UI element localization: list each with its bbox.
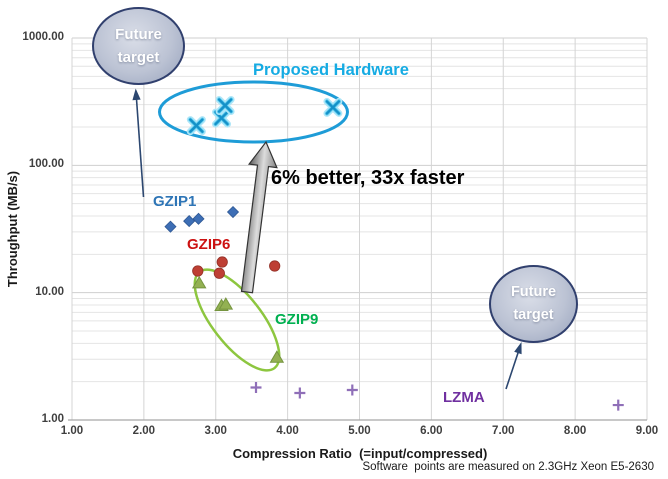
- data-point: [213, 267, 225, 279]
- data-points: [164, 96, 624, 411]
- proposed-hardware-ellipse: [158, 80, 349, 144]
- y-tick-label: 1000.00: [22, 31, 64, 43]
- series-gzip6-points: [192, 256, 281, 279]
- data-point: [250, 381, 262, 393]
- y-axis-title: Throughput (MB/s): [5, 170, 20, 288]
- data-point: [346, 384, 358, 396]
- data-point: [164, 220, 177, 233]
- data-point: [218, 297, 234, 310]
- x-tick-label: 6.00: [420, 425, 443, 437]
- annotation-arrows: [132, 88, 522, 390]
- x-tick-label: 1.00: [60, 425, 84, 437]
- y-tick-label: 1.00: [41, 413, 64, 425]
- data-point: [217, 98, 233, 113]
- x-tick-label: 9.00: [635, 425, 659, 437]
- x-axis-title: Compression Ratio (=input/compressed): [232, 446, 488, 461]
- future-arrow-left: [132, 88, 145, 198]
- series-gzip1-points: [164, 205, 240, 233]
- y-tick-label: 10.00: [35, 285, 64, 298]
- series-gzip9-points: [191, 275, 285, 363]
- bubble-text-line: target: [513, 307, 554, 323]
- data-point: [192, 212, 205, 225]
- series-label-gzip9: GZIP9: [275, 311, 319, 328]
- data-point: [226, 205, 240, 219]
- data-point: [189, 118, 204, 133]
- series-label-proposed-hardware: Proposed Hardware: [253, 61, 409, 79]
- x-tick-label: 3.00: [204, 425, 227, 437]
- future-target-bubble-right: Future target: [489, 265, 578, 343]
- improvement-arrow: [240, 140, 278, 294]
- bubble-text-line: target: [117, 49, 160, 66]
- speedup-annotation: 6% better, 33x faster: [271, 167, 465, 189]
- x-tick-label: 4.00: [276, 425, 299, 437]
- series-lzma-points: [250, 381, 624, 411]
- gridlines: [68, 37, 648, 421]
- footnote: Software points are measured on 2.3GHz X…: [362, 461, 654, 473]
- bubble-text-line: Future: [510, 284, 557, 300]
- bubble-text-line: Future: [115, 26, 162, 43]
- data-point: [183, 215, 196, 228]
- data-point: [612, 399, 624, 411]
- x-tick-label: 7.00: [492, 425, 515, 437]
- data-point: [269, 260, 281, 272]
- x-tick-label: 8.00: [563, 425, 587, 437]
- future-target-bubble-left: Future target: [92, 7, 185, 85]
- x-tick-label: 2.00: [132, 425, 156, 437]
- data-point: [294, 387, 306, 399]
- series-proposed-hardware-points: [186, 96, 343, 136]
- series-label-gzip1: GZIP1: [153, 193, 197, 210]
- data-point: [191, 275, 207, 289]
- data-point: [269, 350, 285, 363]
- data-point: [325, 100, 341, 115]
- x-tick-label: 5.00: [348, 425, 371, 437]
- future-arrow-right: [505, 342, 522, 390]
- data-point: [216, 256, 228, 268]
- y-tick-label: 100.00: [28, 158, 64, 171]
- series-label-lzma: LZMA: [443, 389, 485, 406]
- series-label-gzip6: GZIP6: [187, 236, 231, 253]
- data-point: [192, 265, 204, 277]
